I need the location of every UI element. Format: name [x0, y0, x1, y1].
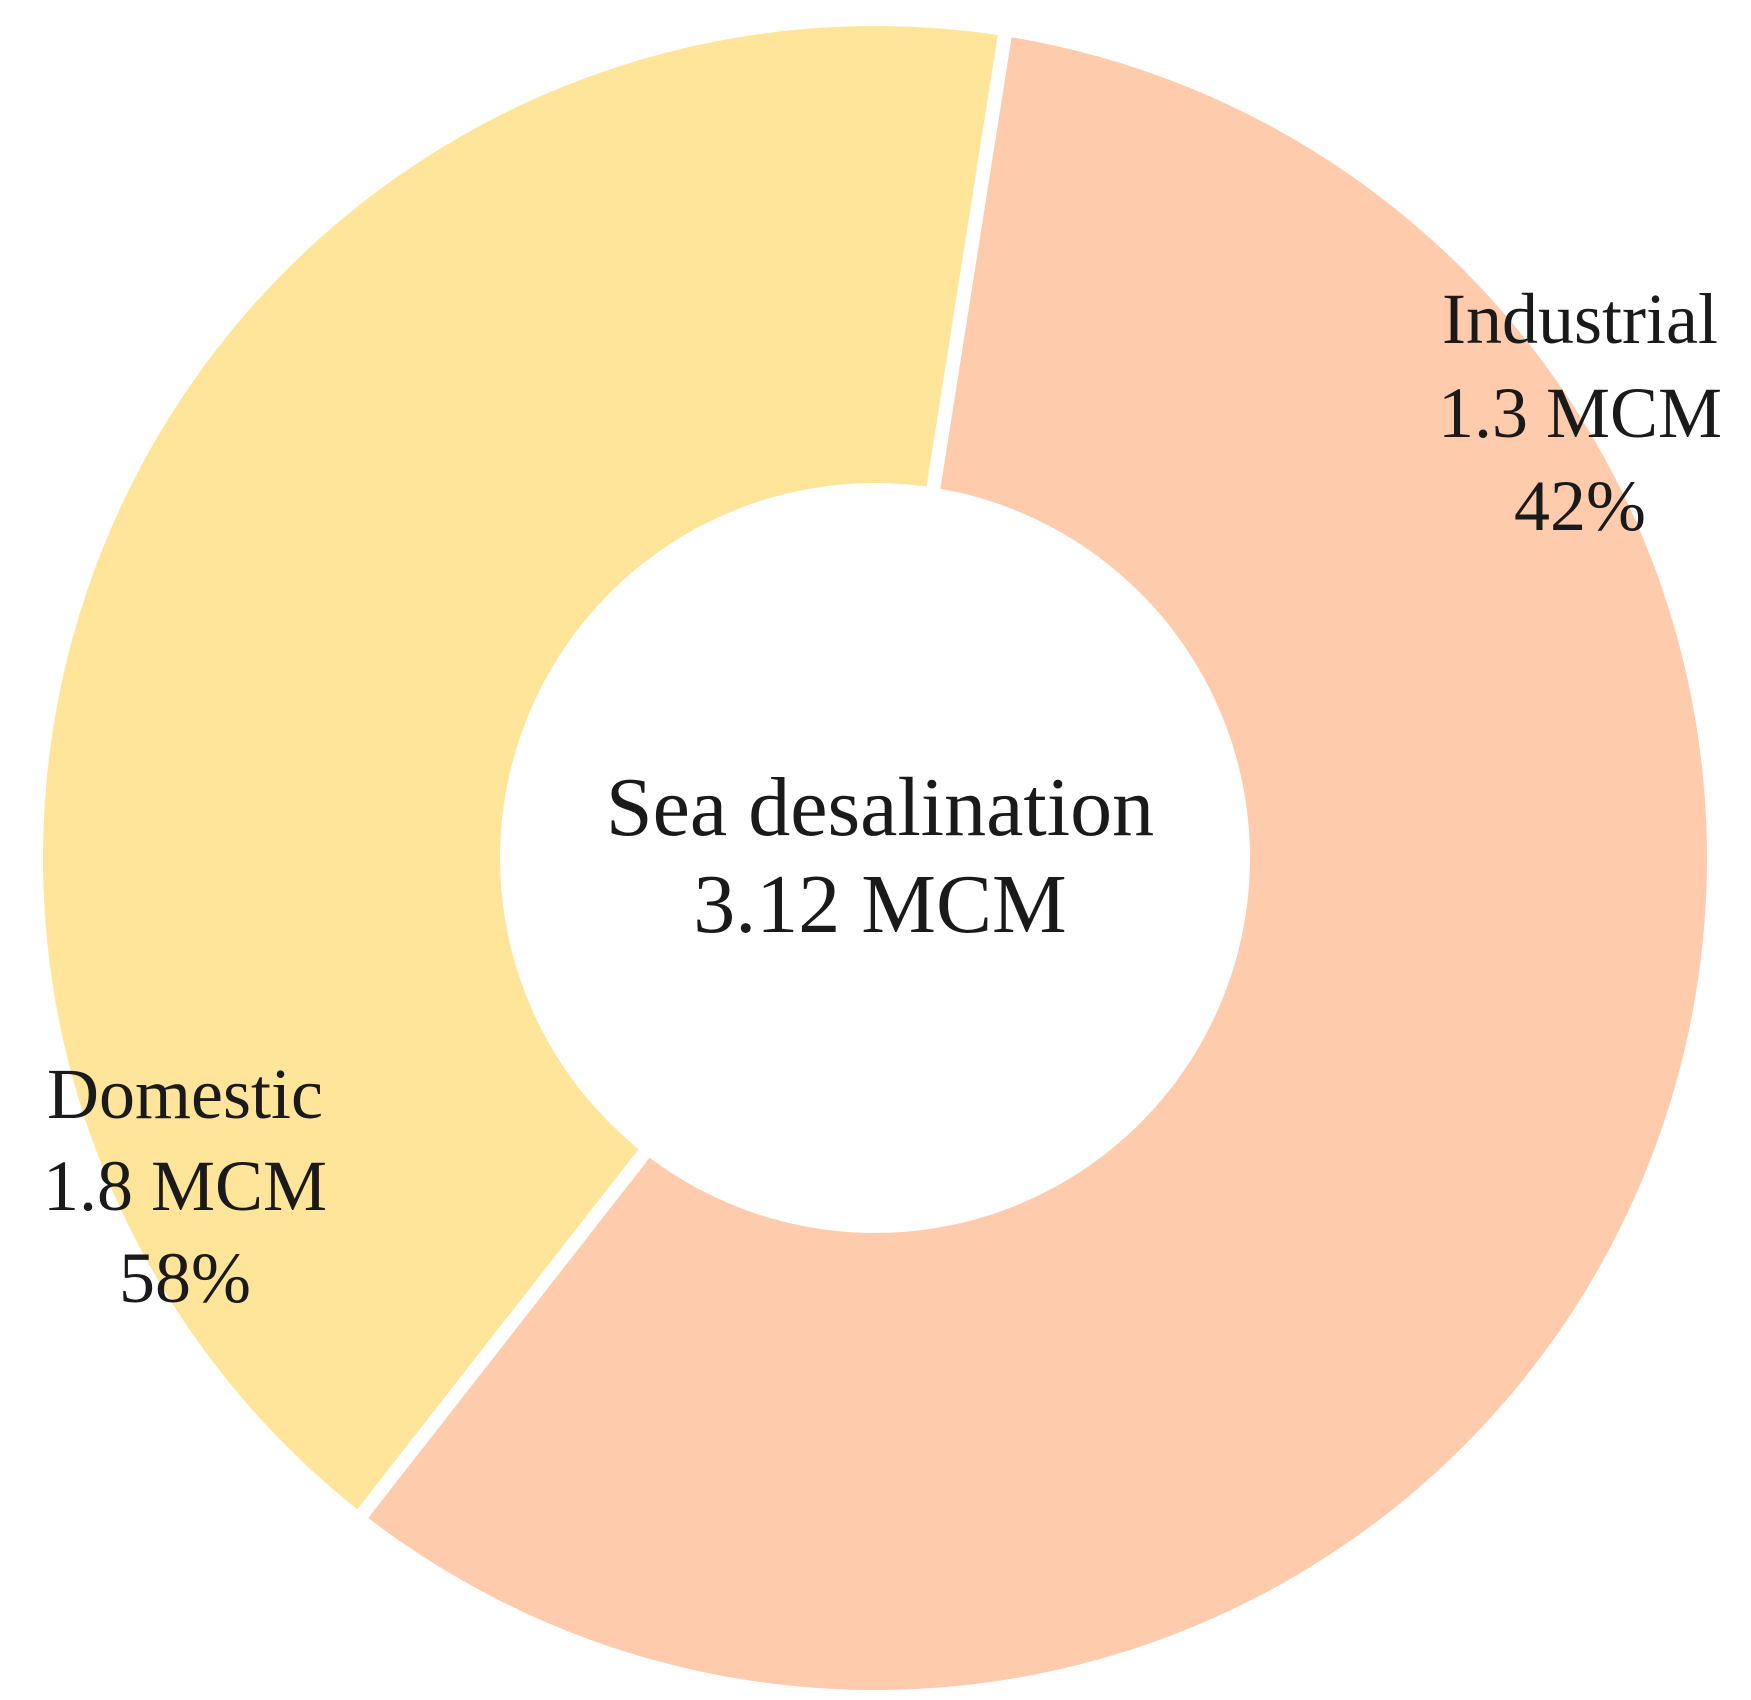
- donut-slice-domestic: [362, 36, 1707, 1691]
- slice-separator: [354, 1145, 653, 1522]
- slice-label-value: 1.3 MCM: [1438, 373, 1722, 453]
- slice-label-industrial: Industrial 1.3 MCM 42%: [1438, 279, 1722, 546]
- slice-label-domestic: Domestic 1.8 MCM 58%: [43, 1054, 327, 1318]
- slice-label-value: 1.8 MCM: [43, 1146, 327, 1226]
- slice-label-name: Industrial: [1442, 279, 1718, 359]
- slice-label-percent: 42%: [1514, 466, 1646, 546]
- center-label-title: Sea desalination: [606, 761, 1154, 854]
- center-label: Sea desalination 3.12 MCM: [606, 761, 1154, 951]
- center-label-total: 3.12 MCM: [693, 858, 1066, 951]
- slice-label-name: Domestic: [47, 1054, 323, 1134]
- chart-slices: [42, 25, 1707, 1691]
- slice-label-percent: 58%: [119, 1238, 251, 1318]
- donut-slice-industrial: [42, 25, 1005, 1514]
- slice-separator: [925, 30, 1013, 494]
